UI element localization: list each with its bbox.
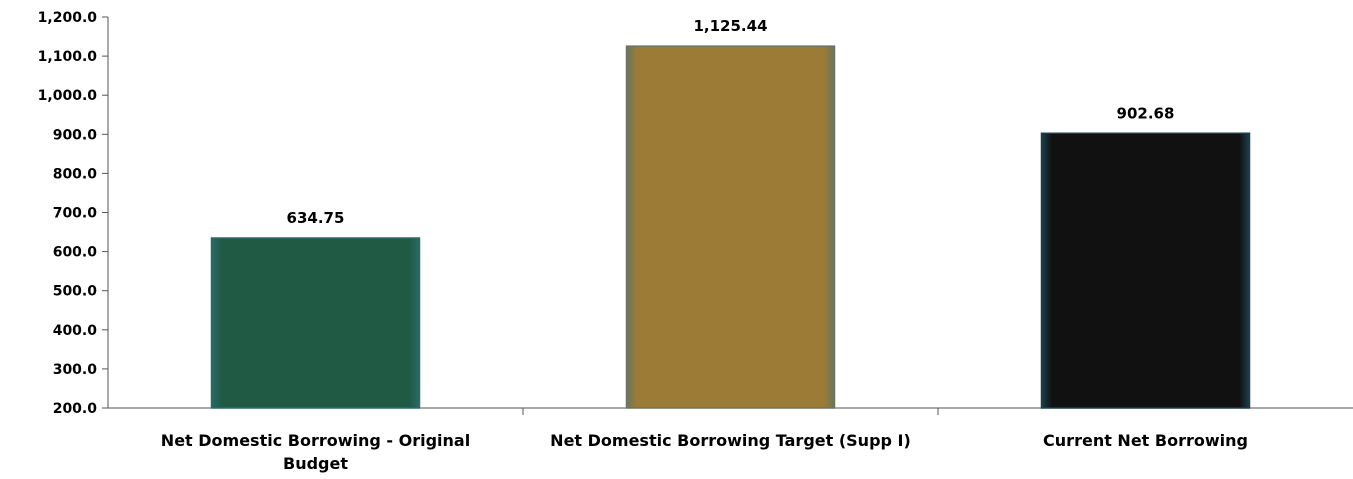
y-tick-label: 1,200.0 [38, 10, 98, 26]
bar [210, 237, 421, 409]
y-tick-label: 500.0 [53, 284, 98, 300]
y-tick-label: 300.0 [53, 362, 98, 378]
y-tick-label: 600.0 [53, 245, 98, 261]
category-label: Net Domestic Borrowing Target (Supp I) [550, 431, 911, 450]
y-tick-label: 800.0 [53, 166, 98, 182]
y-axis: 200.0 300.0 400.0 500.0 600.0 700.0 800.0 900.0… [38, 10, 109, 417]
y-tick-label: 400.0 [53, 323, 98, 339]
bar [625, 45, 836, 409]
category-label: Budget [283, 454, 348, 473]
category-label: Current Net Borrowing [1043, 431, 1248, 450]
bar [1040, 132, 1251, 409]
y-tick-label: 700.0 [53, 206, 98, 222]
y-tick-label: 1,100.0 [38, 49, 98, 65]
y-tick-label: 200.0 [53, 401, 98, 417]
y-tick-label: 900.0 [53, 127, 98, 143]
y-tick-label: 1,000.0 [38, 88, 98, 104]
data-label: 634.75 [287, 209, 345, 227]
category-labels: Net Domestic Borrowing - Original Budget N… [161, 431, 1248, 473]
category-label: Net Domestic Borrowing - Original [161, 431, 470, 450]
data-labels: 634.75 1,125.44 902.68 [287, 17, 1175, 227]
bars [210, 45, 1251, 409]
data-label: 1,125.44 [693, 17, 767, 35]
x-axis [108, 407, 1353, 415]
data-label: 902.68 [1117, 104, 1175, 122]
